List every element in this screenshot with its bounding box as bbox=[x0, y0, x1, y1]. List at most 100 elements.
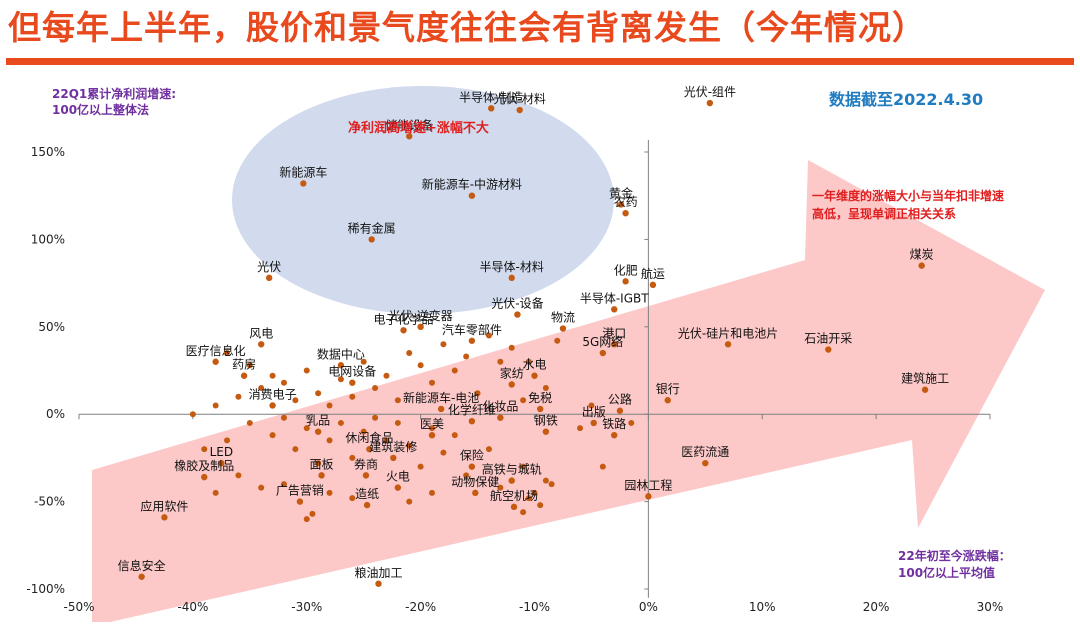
point-label: 新能源车-中游材料 bbox=[422, 177, 522, 192]
chart-axes: -50% -40% -30% -20% -10% 0% 10% 20% 30% 150% 100% 5… bbox=[26, 140, 1003, 614]
scatter-point bbox=[474, 390, 481, 397]
point-label: 保险 bbox=[460, 448, 484, 463]
scatter-point bbox=[440, 449, 447, 456]
scatter-point bbox=[138, 573, 145, 580]
scatter-point bbox=[326, 437, 333, 444]
point-label: 港口 bbox=[602, 326, 626, 340]
scatter-point bbox=[292, 397, 299, 404]
point-label: 化妆品 bbox=[482, 400, 518, 414]
scatter-point bbox=[611, 341, 618, 348]
scatter-point bbox=[417, 463, 424, 470]
bubble-annotation: 净利润高增速+涨幅不大 bbox=[348, 121, 489, 136]
scatter-point bbox=[599, 463, 606, 470]
scatter-point bbox=[189, 411, 196, 418]
scatter-point bbox=[337, 376, 344, 383]
point-label: LED bbox=[210, 445, 234, 459]
scatter-point bbox=[406, 442, 413, 449]
scatter-point bbox=[463, 353, 470, 360]
point-label: 水电 bbox=[522, 358, 546, 372]
scatter-point bbox=[525, 358, 532, 365]
scatter-point bbox=[497, 358, 504, 365]
scatter-point bbox=[201, 446, 208, 453]
x-tick-label: -50% bbox=[63, 600, 94, 614]
y-tick-label: 150% bbox=[31, 145, 65, 159]
scatter-point bbox=[224, 350, 231, 357]
point-label: 光伏-硅片和电池片 bbox=[678, 326, 778, 340]
scatter-point bbox=[212, 489, 219, 496]
highlight-bubble bbox=[232, 86, 614, 314]
scatter-point bbox=[383, 437, 390, 444]
scatter-point bbox=[300, 180, 307, 187]
point-label: 面板 bbox=[310, 457, 334, 471]
scatter-point bbox=[497, 484, 504, 491]
y-tick-label: 100% bbox=[31, 232, 65, 246]
scatter-point bbox=[537, 502, 544, 509]
point-label: 煤炭 bbox=[910, 248, 934, 262]
scatter-point bbox=[451, 432, 458, 439]
scatter-point bbox=[349, 393, 356, 400]
scatter-point bbox=[706, 99, 714, 107]
scatter-point bbox=[362, 472, 370, 479]
scatter-point bbox=[212, 358, 219, 365]
scatter-point bbox=[468, 192, 476, 199]
point-label: 光伏-逆变器 bbox=[388, 308, 452, 323]
scatter-point bbox=[468, 463, 476, 470]
point-label: 半导体-材料 bbox=[480, 260, 544, 274]
scatter-point bbox=[520, 463, 527, 470]
point-label: 铁路 bbox=[602, 416, 626, 431]
point-label: 火电 bbox=[386, 470, 410, 484]
scatter-point bbox=[559, 325, 567, 332]
point-label: 消费电子 bbox=[249, 387, 297, 401]
trend-arrow bbox=[92, 160, 1045, 622]
scatter-point bbox=[520, 397, 527, 404]
x-tick-label: -20% bbox=[405, 600, 436, 614]
scatter-point bbox=[611, 431, 618, 439]
point-label: 光伏-材料 bbox=[494, 92, 546, 106]
scatter-point bbox=[588, 402, 595, 409]
scatter-point bbox=[394, 419, 401, 426]
point-label: 应用软件 bbox=[140, 498, 188, 513]
point-label: 信息安全 bbox=[118, 558, 166, 573]
scatter-point bbox=[516, 106, 523, 114]
scatter-point bbox=[265, 274, 273, 282]
scatter-point bbox=[212, 402, 219, 409]
x-tick-label: 10% bbox=[749, 600, 776, 614]
scatter-point bbox=[548, 481, 555, 488]
point-label: 储能设备 bbox=[385, 117, 433, 132]
background-shapes bbox=[92, 86, 1045, 622]
y-tick-label: -50% bbox=[34, 495, 65, 509]
scatter-point bbox=[303, 367, 310, 374]
scatter-point bbox=[463, 472, 470, 479]
scatter-point bbox=[326, 402, 333, 409]
point-label: 粮油加工 bbox=[354, 565, 402, 580]
scatter-point bbox=[918, 262, 925, 269]
y-tick-label: 50% bbox=[38, 320, 65, 334]
scatter-point bbox=[269, 372, 276, 379]
point-label: 乳品 bbox=[306, 414, 330, 428]
scatter-point bbox=[437, 405, 445, 413]
scatter-point bbox=[296, 498, 304, 505]
y-axis-description-line2: 100亿以上整体法 bbox=[52, 103, 150, 117]
scatter-point bbox=[508, 274, 515, 282]
scatter-point bbox=[372, 414, 379, 421]
scatter-point bbox=[554, 337, 561, 344]
point-label: 橡胶及制品 bbox=[174, 458, 234, 473]
x-tick-label: -30% bbox=[291, 600, 322, 614]
scatter-point bbox=[280, 481, 287, 488]
scatter-point bbox=[542, 477, 549, 484]
scatter-point bbox=[269, 402, 276, 409]
point-label: 化学纤维 bbox=[448, 402, 496, 417]
scatter-point bbox=[825, 346, 832, 353]
scatter-point bbox=[314, 428, 322, 435]
scatter-point bbox=[406, 350, 413, 357]
x-tick-label: -10% bbox=[519, 600, 550, 614]
point-label: 半导体-制造 bbox=[459, 90, 523, 104]
point-label: 物流 bbox=[551, 311, 575, 325]
scatter-point bbox=[368, 236, 375, 243]
point-label: 5G网络 bbox=[582, 334, 623, 349]
scatter-point bbox=[622, 209, 629, 217]
x-tick-label: -40% bbox=[177, 600, 208, 614]
scatter-point bbox=[349, 454, 356, 461]
x-tick-label: 0% bbox=[639, 600, 658, 614]
scatter-point bbox=[240, 372, 248, 379]
